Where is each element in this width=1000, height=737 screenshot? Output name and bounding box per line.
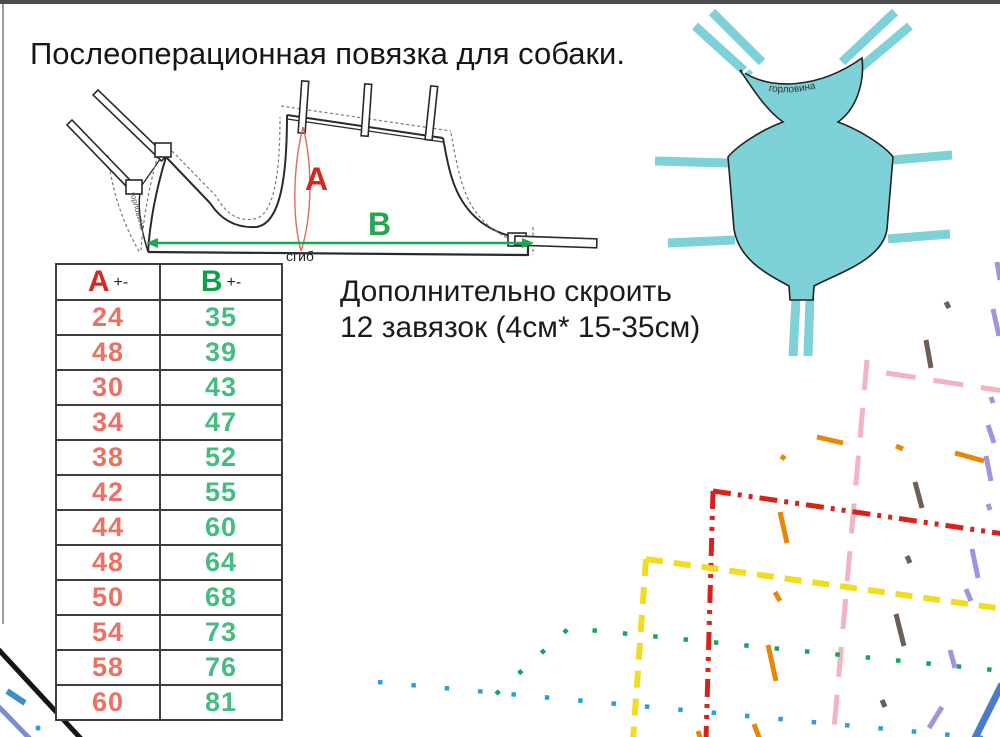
size-a-value: 48 bbox=[55, 544, 161, 581]
size-b-value: 35 bbox=[159, 299, 283, 336]
fold-label: сгиб bbox=[286, 248, 314, 264]
measure-a-label: A bbox=[305, 161, 328, 197]
instruction-note: Дополнительно скроить 12 завязок (4см* 1… bbox=[340, 274, 760, 346]
size-a-value: 58 bbox=[55, 649, 161, 686]
size-a-value: 34 bbox=[55, 404, 161, 441]
size-table: A +- B +- 24 35 48 39 30 43 34 47 38 52 42 55 44 60 48 64… bbox=[55, 263, 283, 721]
size-a-value: 54 bbox=[55, 614, 161, 651]
measure-b-label: B bbox=[368, 206, 391, 242]
pattern-drawing: A B сгиб горловина bbox=[65, 79, 598, 264]
size-table-row: 50 68 bbox=[55, 579, 283, 616]
cutline-orange bbox=[695, 434, 985, 737]
shoulder-slit-marks bbox=[741, 54, 860, 75]
size-b-value: 60 bbox=[159, 509, 283, 546]
cyan-dot bbox=[35, 725, 41, 731]
size-table-header-b: B +- bbox=[159, 263, 283, 301]
cutline-green-dotted bbox=[494, 625, 1000, 696]
garment-body bbox=[727, 56, 894, 301]
size-a-value: 42 bbox=[55, 474, 161, 511]
sheet-left-border bbox=[2, 4, 4, 624]
size-b-value: 52 bbox=[159, 439, 283, 476]
size-b-value: 39 bbox=[159, 334, 283, 371]
cutline-periwinkle bbox=[0, 704, 32, 737]
size-b-value: 68 bbox=[159, 579, 283, 616]
size-b-value: 47 bbox=[159, 404, 283, 441]
size-table-row: 58 76 bbox=[55, 649, 283, 686]
size-a-value: 50 bbox=[55, 579, 161, 616]
cutline-red bbox=[703, 488, 1000, 737]
size-table-row: 34 47 bbox=[55, 404, 283, 441]
size-table-row: 42 55 bbox=[55, 474, 283, 511]
sheet-top-border bbox=[0, 0, 1000, 4]
size-table-row: 30 43 bbox=[55, 369, 283, 406]
size-table-row: 44 60 bbox=[55, 509, 283, 546]
size-table-header-row: A +- B +- bbox=[55, 263, 283, 301]
size-b-value: 55 bbox=[159, 474, 283, 511]
size-a-value: 24 bbox=[55, 299, 161, 336]
size-table-row: 24 35 bbox=[55, 299, 283, 336]
cutline-brown bbox=[879, 300, 952, 708]
size-table-row: 48 39 bbox=[55, 334, 283, 371]
size-a-value: 38 bbox=[55, 439, 161, 476]
garment-illustration: горловина bbox=[654, 8, 953, 357]
size-a-value: 60 bbox=[55, 684, 161, 721]
cutline-steelblue-dash bbox=[5, 688, 27, 706]
size-table-row: 38 52 bbox=[55, 439, 283, 476]
cutline-blue-solid bbox=[971, 682, 1000, 737]
size-a-value: 44 bbox=[55, 509, 161, 546]
cutline-yellow bbox=[630, 556, 1000, 737]
size-b-value: 76 bbox=[159, 649, 283, 686]
size-table-row: 60 81 bbox=[55, 684, 283, 721]
size-table-row: 54 73 bbox=[55, 614, 283, 651]
size-b-value: 64 bbox=[159, 544, 283, 581]
size-table-header-a: A +- bbox=[55, 263, 161, 301]
measure-a-arc bbox=[294, 126, 311, 252]
instruction-note-line1: Дополнительно скроить bbox=[340, 275, 672, 308]
size-b-value: 73 bbox=[159, 614, 283, 651]
page-title: Послеоперационная повязка для собаки. bbox=[30, 36, 625, 71]
measure-b-line bbox=[146, 238, 534, 248]
size-b-value: 43 bbox=[159, 369, 283, 406]
instruction-note-line2: 12 завязок (4см* 15-35см) bbox=[340, 311, 701, 344]
size-a-value: 48 bbox=[55, 334, 161, 371]
size-a-value: 30 bbox=[55, 369, 161, 406]
size-b-value: 81 bbox=[159, 684, 283, 721]
size-table-row: 48 64 bbox=[55, 544, 283, 581]
garment-ties bbox=[654, 8, 953, 357]
cutline-cyan-dotted bbox=[377, 679, 997, 737]
cutline-pink bbox=[830, 359, 1000, 737]
pattern-neck-edge-label: горловина bbox=[128, 191, 147, 231]
